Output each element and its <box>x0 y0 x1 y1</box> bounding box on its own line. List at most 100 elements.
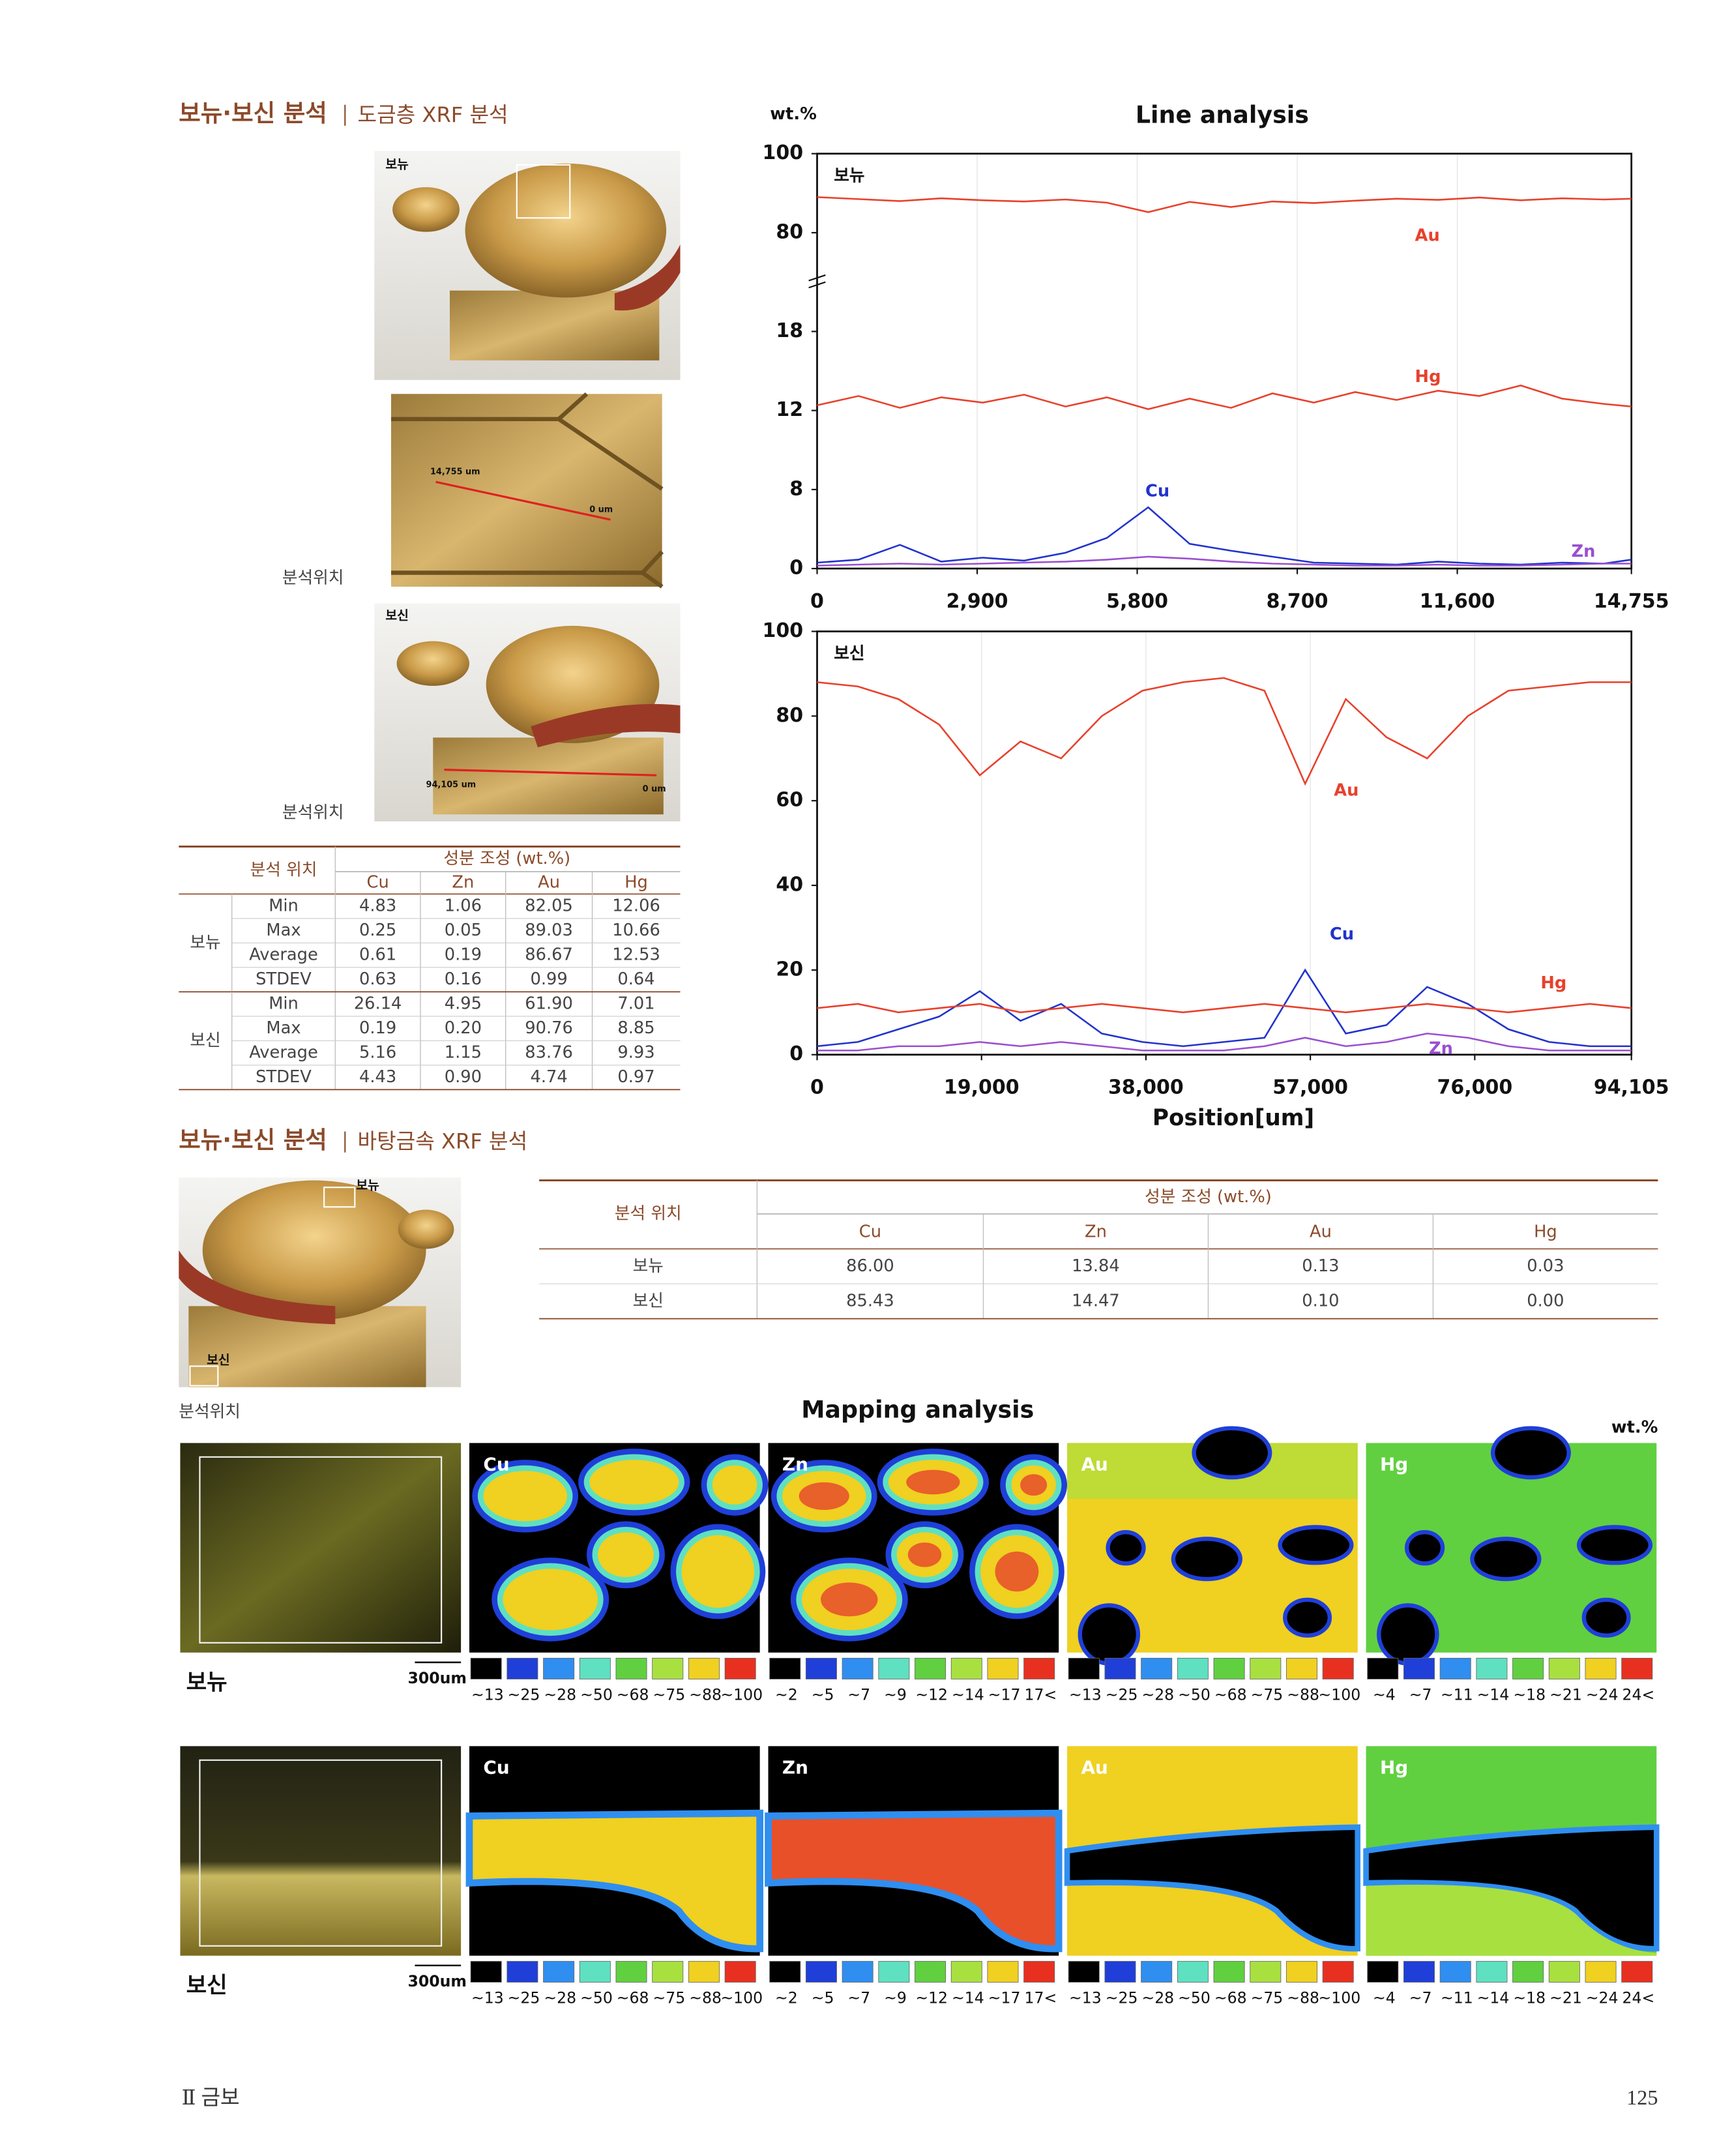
y-tick-label: 12 <box>776 398 803 421</box>
table-cell: 0.63 <box>359 969 396 989</box>
legend-swatch <box>506 1657 538 1679</box>
mapping-title: Mapping analysis <box>801 1396 1034 1424</box>
series-line <box>817 384 1632 410</box>
row-label: 보신 <box>186 1972 228 1998</box>
section-title: 보뉴·보신 분석 <box>179 1126 327 1154</box>
legend-swatch <box>1068 1657 1100 1679</box>
legend-swatch <box>1023 1960 1055 1983</box>
map-region <box>589 1460 679 1505</box>
element-map: Cu <box>465 1746 764 1956</box>
table-cell: 1.06 <box>445 896 482 916</box>
table-column-header: Au <box>538 873 560 893</box>
map-region <box>465 1809 764 1953</box>
legend-swatch <box>470 1657 502 1679</box>
table-cell: STDEV <box>256 1067 312 1087</box>
photo-head <box>396 641 469 687</box>
photo-background <box>390 394 662 587</box>
measure-start: 14,755 um <box>430 467 480 477</box>
legend-label: ~21 <box>1549 1686 1582 1704</box>
legend-swatch <box>1250 1960 1282 1983</box>
legend-swatch <box>878 1657 910 1679</box>
table-row-header: 보뉴 <box>633 1256 664 1276</box>
map-region <box>1078 1603 1141 1666</box>
x-tick-label: 0 <box>810 1076 824 1099</box>
table-cell: 4.83 <box>359 896 396 916</box>
legend-swatch <box>915 1960 947 1983</box>
legend-label: ~100 <box>720 1686 763 1704</box>
legend-swatch <box>1367 1960 1399 1983</box>
element-label: Zn <box>782 1454 808 1475</box>
series-label: Au <box>1415 226 1440 246</box>
photo-caption: 분석위치 <box>282 803 344 823</box>
legend-label: ~100 <box>720 1989 763 2007</box>
legend-swatch <box>1367 1657 1399 1679</box>
legend-swatch <box>987 1960 1019 1983</box>
table-cell: 0.61 <box>359 945 396 965</box>
photo-label: 보뉴 <box>356 1178 379 1193</box>
panel-label: 보뉴 <box>834 166 864 185</box>
legend-label: ~13 <box>471 1686 504 1704</box>
page-number: 125 <box>1626 2086 1658 2109</box>
legend-label: ~4 <box>1373 1989 1396 2007</box>
series-label: Cu <box>1145 482 1169 501</box>
optical-image <box>180 1443 462 1653</box>
element-label: Cu <box>483 1454 509 1475</box>
legend-swatch <box>1068 1960 1100 1983</box>
legend-swatch <box>769 1657 801 1679</box>
map-region <box>1106 1529 1146 1566</box>
photo-ridges <box>390 392 664 589</box>
legend-swatch <box>1548 1960 1580 1983</box>
map-region <box>765 1809 1063 1953</box>
table-plating: 분석 위치 성분 조성 (wt.%) Cu Zn Au Hg 보뉴 Min 4.83 1.06 82… <box>179 845 681 1091</box>
map-region <box>681 1535 755 1608</box>
table-cell: 14.47 <box>1072 1291 1120 1310</box>
plot-frame <box>816 630 1633 1056</box>
legend-swatch <box>1177 1960 1209 1983</box>
legend-swatch <box>1322 1657 1354 1679</box>
table-cell: Max <box>266 921 301 940</box>
table-cell: 12.53 <box>612 945 660 965</box>
table-group: 보뉴 <box>190 933 220 952</box>
legend-swatch <box>1286 1960 1318 1983</box>
map-region <box>1020 1474 1048 1496</box>
map-region <box>1377 1603 1439 1666</box>
table-cell: 89.03 <box>525 921 573 940</box>
y-tick-label: 20 <box>776 958 803 981</box>
legend-label: ~12 <box>915 1686 948 1704</box>
table-cell: Average <box>249 945 318 965</box>
measure-line <box>435 480 611 521</box>
element-map: Cu <box>469 1443 769 1653</box>
photo-base-metal: 보뉴 보신 <box>179 1177 462 1387</box>
table-row-header: 보신 <box>633 1291 664 1310</box>
map-region <box>1283 1597 1332 1638</box>
photo-bosin: 보신 94,105 um 0 um <box>374 603 681 821</box>
legend-label: ~14 <box>952 1989 984 2007</box>
legend-label: ~88 <box>689 1686 722 1704</box>
legend-swatch <box>579 1657 611 1679</box>
table-group: 보신 <box>190 1031 220 1050</box>
legend-swatch <box>1585 1657 1617 1679</box>
legend-label: ~18 <box>1513 1686 1546 1704</box>
legend-label: ~14 <box>1477 1989 1510 2007</box>
legend-label: ~75 <box>653 1686 686 1704</box>
photo-head <box>398 1209 454 1249</box>
legend-swatch <box>1476 1657 1508 1679</box>
legend-swatch <box>579 1960 611 1983</box>
optical-image <box>180 1746 462 1956</box>
table-column-header: Cu <box>859 1222 881 1241</box>
mapping-unit: wt.% <box>1611 1417 1658 1437</box>
map-region <box>1366 1884 1657 1956</box>
legend-label: ~50 <box>1178 1989 1211 2007</box>
legend-label: ~11 <box>1441 1989 1473 2007</box>
legend-label: ~2 <box>775 1686 798 1704</box>
series-label: Zn <box>1572 542 1596 561</box>
series-line <box>817 1003 1632 1014</box>
table-cell: 26.14 <box>354 994 402 1014</box>
legend-label: ~28 <box>1141 1686 1174 1704</box>
legend-label: ~24 <box>1586 1989 1619 2007</box>
line-analysis: 0 8 12 18 80 100 0 2,900 5,800 8,700 11,600 14,755 A… <box>762 100 1669 1130</box>
legend-label: ~14 <box>952 1686 984 1704</box>
legend-label: ~50 <box>1178 1686 1211 1704</box>
element-map: Zn <box>765 1746 1063 1956</box>
map-region <box>1171 1537 1242 1582</box>
